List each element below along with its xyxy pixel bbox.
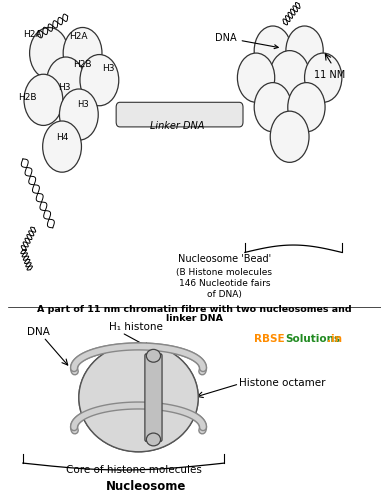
- Circle shape: [24, 74, 63, 125]
- Circle shape: [63, 28, 102, 79]
- FancyBboxPatch shape: [145, 354, 162, 442]
- Text: H2A: H2A: [23, 30, 41, 39]
- Text: 11 NM: 11 NM: [314, 70, 345, 80]
- Text: of DNA): of DNA): [207, 290, 242, 298]
- Text: RBSE: RBSE: [254, 334, 285, 344]
- Text: DNA: DNA: [215, 33, 278, 49]
- Text: H3: H3: [58, 83, 71, 92]
- Ellipse shape: [146, 349, 161, 362]
- Text: Solutions: Solutions: [285, 334, 340, 344]
- Text: H2B: H2B: [18, 93, 37, 102]
- FancyBboxPatch shape: [116, 102, 243, 127]
- Text: .in: .in: [327, 334, 342, 344]
- Circle shape: [80, 54, 119, 106]
- Circle shape: [60, 89, 98, 140]
- Text: linker DNA: linker DNA: [166, 314, 223, 323]
- Ellipse shape: [79, 344, 198, 452]
- Ellipse shape: [146, 433, 161, 446]
- Circle shape: [30, 28, 68, 79]
- Text: H4: H4: [56, 133, 69, 142]
- Text: H3: H3: [77, 100, 89, 109]
- Circle shape: [305, 53, 342, 102]
- Text: Core of histone molecules: Core of histone molecules: [66, 465, 202, 475]
- Text: (B Histone molecules: (B Histone molecules: [176, 268, 272, 277]
- Circle shape: [43, 121, 81, 172]
- Text: A part of 11 nm chromatin fibre with two nucleosomes and: A part of 11 nm chromatin fibre with two…: [37, 305, 352, 314]
- Text: H3: H3: [102, 64, 115, 73]
- Text: H2B: H2B: [73, 60, 92, 69]
- Circle shape: [46, 57, 85, 108]
- Text: H₁ histone: H₁ histone: [109, 322, 163, 332]
- Text: H2A: H2A: [70, 32, 88, 41]
- Circle shape: [286, 26, 323, 75]
- Text: Nucleosome 'Bead': Nucleosome 'Bead': [178, 254, 271, 264]
- Circle shape: [237, 53, 275, 102]
- Text: Nucleosome: Nucleosome: [106, 480, 186, 493]
- Text: DNA: DNA: [26, 327, 49, 337]
- Circle shape: [254, 83, 291, 132]
- Circle shape: [254, 26, 291, 75]
- Text: Linker DNA: Linker DNA: [150, 121, 204, 131]
- Circle shape: [270, 111, 309, 162]
- Ellipse shape: [79, 344, 198, 452]
- Circle shape: [288, 83, 325, 132]
- Text: Histone octamer: Histone octamer: [239, 378, 326, 388]
- Text: 146 Nucleotide fairs: 146 Nucleotide fairs: [179, 279, 270, 288]
- Circle shape: [269, 50, 310, 105]
